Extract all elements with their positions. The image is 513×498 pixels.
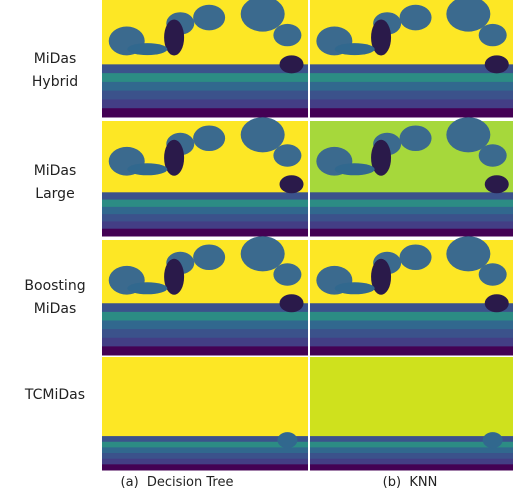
depth-band [310, 329, 513, 338]
depth-band [102, 229, 308, 237]
depth-blob [485, 294, 509, 312]
depth-band [310, 453, 513, 459]
depth-blob [280, 294, 304, 312]
row-label-line: MiDas [5, 298, 105, 321]
depth-band [102, 99, 308, 108]
depth-blob [400, 125, 432, 151]
depth-band [102, 221, 308, 229]
row-label-line: MiDas [5, 48, 105, 71]
depth-band [310, 464, 513, 470]
depth-blob [335, 163, 375, 175]
depth-band [102, 338, 308, 347]
depth-band [310, 91, 513, 100]
depth-band [102, 214, 308, 222]
depth-blob [335, 43, 375, 55]
depth-band [102, 73, 308, 82]
depth-band [310, 64, 513, 73]
row-label: TCMiDas [5, 384, 105, 407]
depth-blob [485, 175, 509, 193]
row-label: MiDasLarge [5, 160, 105, 206]
depth-band [310, 207, 513, 215]
column-caption: (b) KNN [307, 475, 513, 490]
depth-band [102, 442, 308, 448]
depth-blob [400, 5, 432, 31]
row-label-line: TCMiDas [5, 384, 105, 407]
depth-band [102, 312, 308, 321]
depth-band [310, 99, 513, 108]
depth-band [310, 200, 513, 208]
depth-band [310, 442, 513, 448]
depth-blob [193, 244, 225, 270]
depth-blob [241, 236, 285, 271]
depth-band [102, 447, 308, 453]
depth-band [102, 459, 308, 465]
depth-blob [280, 55, 304, 73]
depth-band [310, 229, 513, 237]
depth-band [310, 214, 513, 222]
depth-blob [127, 43, 167, 55]
depth-band [310, 312, 513, 321]
depth-blob [127, 282, 167, 294]
depth-blob [164, 259, 184, 295]
depth-band [310, 192, 513, 200]
depth-band [102, 64, 308, 73]
depth-blob [164, 140, 184, 176]
depth-blob [273, 144, 301, 166]
depth-band [310, 82, 513, 91]
row-label-line: Hybrid [5, 71, 105, 94]
row-label-line: MiDas [5, 160, 105, 183]
depth-blob [277, 432, 297, 448]
depth-blob [483, 432, 503, 448]
depth-band [310, 447, 513, 453]
depth-blob [280, 175, 304, 193]
depth-band [102, 108, 308, 117]
row-label-line: Large [5, 183, 105, 206]
depth-blob [400, 244, 432, 270]
depth-blob [193, 125, 225, 151]
depth-blob [479, 263, 507, 285]
depth-band [310, 221, 513, 229]
row-label-line: Boosting [5, 275, 105, 298]
depth-band [102, 321, 308, 330]
depth-blob [241, 117, 285, 152]
depth-band [310, 346, 513, 355]
depth-band [310, 303, 513, 312]
depth-band [102, 207, 308, 215]
depth-band [310, 108, 513, 117]
depth-band [310, 338, 513, 347]
depth-blob [273, 263, 301, 285]
depth-blob [193, 5, 225, 31]
depth-band [102, 82, 308, 91]
depth-band [102, 200, 308, 208]
column-caption: (a) Decision Tree [74, 475, 280, 490]
depth-band [310, 436, 513, 442]
depth-blob [164, 19, 184, 55]
depth-band [102, 464, 308, 470]
depth-band [102, 303, 308, 312]
depth-band [102, 346, 308, 355]
depth-blob [485, 55, 509, 73]
depth-band [310, 459, 513, 465]
depth-band [102, 453, 308, 459]
depth-band [102, 192, 308, 200]
depth-blob [335, 282, 375, 294]
depth-blob [479, 144, 507, 166]
figure: MiDasHybrid MiDasLarge BoostingMiDas TCM… [0, 0, 513, 498]
depth-band [102, 91, 308, 100]
depth-band [310, 73, 513, 82]
depth-band [102, 329, 308, 338]
depth-blob [273, 24, 301, 46]
depth-band [102, 436, 308, 442]
depth-blob [479, 24, 507, 46]
depth-blob [127, 163, 167, 175]
depth-band [310, 321, 513, 330]
